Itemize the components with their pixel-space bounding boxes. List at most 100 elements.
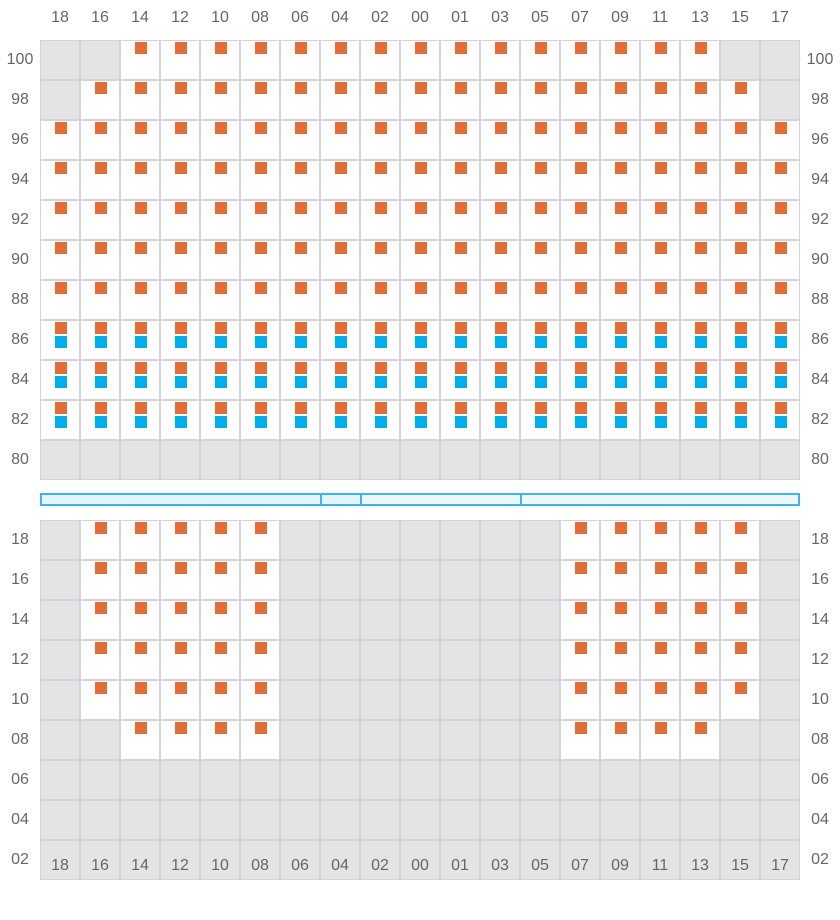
seat-cell[interactable]: [120, 520, 160, 560]
seat-cell[interactable]: [160, 160, 200, 200]
seat-cell[interactable]: [600, 280, 640, 320]
seat-cell[interactable]: [280, 400, 320, 440]
seat-cell[interactable]: [240, 240, 280, 280]
seat-cell[interactable]: [80, 240, 120, 280]
seat-cell[interactable]: [320, 240, 360, 280]
seat-cell[interactable]: [760, 240, 800, 280]
seat-cell[interactable]: [440, 320, 480, 360]
seat-cell[interactable]: [40, 160, 80, 200]
seat-cell[interactable]: [440, 160, 480, 200]
seat-cell[interactable]: [520, 280, 560, 320]
seat-cell[interactable]: [640, 160, 680, 200]
seat-cell[interactable]: [720, 360, 760, 400]
seat-cell[interactable]: [120, 160, 160, 200]
seat-cell[interactable]: [520, 400, 560, 440]
seat-cell[interactable]: [200, 680, 240, 720]
seat-cell[interactable]: [720, 520, 760, 560]
seat-cell[interactable]: [320, 40, 360, 80]
seat-cell[interactable]: [560, 680, 600, 720]
seat-cell[interactable]: [760, 120, 800, 160]
seat-cell[interactable]: [120, 640, 160, 680]
seat-cell[interactable]: [80, 680, 120, 720]
seat-cell[interactable]: [480, 360, 520, 400]
seat-cell[interactable]: [40, 200, 80, 240]
seat-cell[interactable]: [280, 40, 320, 80]
seat-cell[interactable]: [560, 560, 600, 600]
seat-cell[interactable]: [320, 280, 360, 320]
seat-cell[interactable]: [200, 400, 240, 440]
seat-cell[interactable]: [520, 320, 560, 360]
seat-cell[interactable]: [280, 280, 320, 320]
seat-cell[interactable]: [80, 80, 120, 120]
seat-cell[interactable]: [760, 360, 800, 400]
seat-cell[interactable]: [720, 640, 760, 680]
seat-cell[interactable]: [680, 520, 720, 560]
seat-cell[interactable]: [200, 640, 240, 680]
seat-cell[interactable]: [280, 320, 320, 360]
seat-cell[interactable]: [600, 360, 640, 400]
seat-cell[interactable]: [200, 160, 240, 200]
seat-cell[interactable]: [640, 240, 680, 280]
seat-cell[interactable]: [40, 320, 80, 360]
seat-cell[interactable]: [240, 320, 280, 360]
seat-cell[interactable]: [320, 200, 360, 240]
divider-segment[interactable]: [40, 493, 322, 506]
seat-cell[interactable]: [560, 600, 600, 640]
seat-cell[interactable]: [40, 400, 80, 440]
seat-cell[interactable]: [520, 360, 560, 400]
seat-cell[interactable]: [680, 720, 720, 760]
seat-cell[interactable]: [680, 680, 720, 720]
seat-cell[interactable]: [400, 280, 440, 320]
seat-cell[interactable]: [160, 120, 200, 160]
seat-cell[interactable]: [400, 240, 440, 280]
seat-cell[interactable]: [400, 360, 440, 400]
seat-cell[interactable]: [520, 200, 560, 240]
seat-cell[interactable]: [320, 120, 360, 160]
seat-cell[interactable]: [560, 240, 600, 280]
seat-cell[interactable]: [520, 40, 560, 80]
seat-cell[interactable]: [280, 360, 320, 400]
seat-cell[interactable]: [200, 200, 240, 240]
seat-cell[interactable]: [640, 320, 680, 360]
seat-cell[interactable]: [240, 360, 280, 400]
seat-cell[interactable]: [560, 120, 600, 160]
seat-cell[interactable]: [120, 400, 160, 440]
seat-cell[interactable]: [360, 80, 400, 120]
seat-cell[interactable]: [560, 200, 600, 240]
seat-cell[interactable]: [720, 280, 760, 320]
seat-cell[interactable]: [640, 360, 680, 400]
seat-cell[interactable]: [360, 40, 400, 80]
seat-cell[interactable]: [640, 720, 680, 760]
seat-cell[interactable]: [240, 160, 280, 200]
seat-cell[interactable]: [640, 600, 680, 640]
seat-cell[interactable]: [400, 160, 440, 200]
seat-cell[interactable]: [320, 400, 360, 440]
seat-cell[interactable]: [160, 280, 200, 320]
seat-cell[interactable]: [560, 280, 600, 320]
seat-cell[interactable]: [440, 40, 480, 80]
seat-cell[interactable]: [160, 40, 200, 80]
seat-cell[interactable]: [160, 520, 200, 560]
seat-cell[interactable]: [720, 160, 760, 200]
seat-cell[interactable]: [320, 80, 360, 120]
seat-cell[interactable]: [480, 80, 520, 120]
seat-cell[interactable]: [160, 560, 200, 600]
seat-cell[interactable]: [240, 40, 280, 80]
seat-cell[interactable]: [160, 600, 200, 640]
seat-cell[interactable]: [80, 560, 120, 600]
seat-cell[interactable]: [320, 320, 360, 360]
seat-cell[interactable]: [760, 280, 800, 320]
seat-cell[interactable]: [240, 280, 280, 320]
seat-cell[interactable]: [520, 240, 560, 280]
seat-cell[interactable]: [240, 600, 280, 640]
seat-cell[interactable]: [80, 200, 120, 240]
seat-cell[interactable]: [120, 280, 160, 320]
seat-cell[interactable]: [600, 640, 640, 680]
seat-cell[interactable]: [80, 120, 120, 160]
seat-cell[interactable]: [480, 160, 520, 200]
seat-cell[interactable]: [120, 360, 160, 400]
seat-cell[interactable]: [240, 680, 280, 720]
seat-cell[interactable]: [120, 80, 160, 120]
seat-cell[interactable]: [640, 280, 680, 320]
seat-cell[interactable]: [200, 80, 240, 120]
